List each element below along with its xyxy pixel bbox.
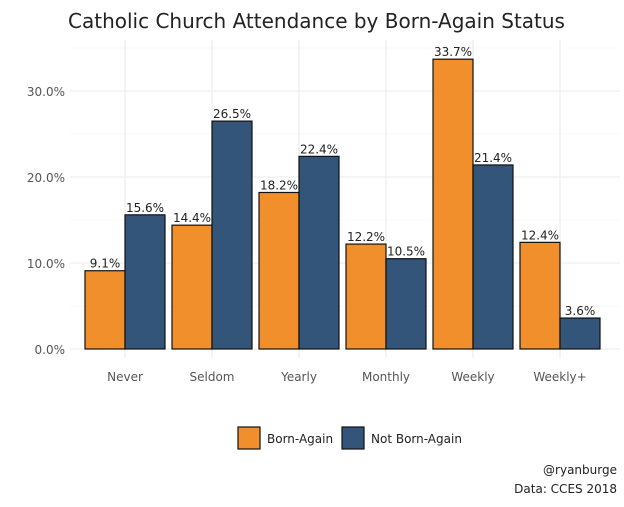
bar-born-again <box>345 243 387 350</box>
x-tick-label: Monthly <box>362 370 410 384</box>
data-label: 12.2% <box>347 230 385 244</box>
x-tick-label: Weekly+ <box>533 370 586 384</box>
legend-label: Born-Again <box>267 432 333 446</box>
bar-not-born-again <box>124 214 166 350</box>
x-tick-label: Weekly <box>451 370 494 384</box>
data-label: 26.5% <box>213 107 251 121</box>
y-tick-label: 20.0% <box>27 171 65 185</box>
data-label: 3.6% <box>565 304 596 318</box>
bars <box>84 58 601 350</box>
bar-not-born-again <box>385 258 427 350</box>
legend-label: Not Born-Again <box>371 432 462 446</box>
data-label: 9.1% <box>90 257 121 271</box>
caption-source: Data: CCES 2018 <box>514 482 617 496</box>
bar-not-born-again <box>211 120 253 350</box>
x-tick-label: Seldom <box>190 370 235 384</box>
legend: Born-Again Not Born-Again <box>237 426 462 450</box>
data-label: 14.4% <box>173 211 211 225</box>
data-label: 15.6% <box>126 201 164 215</box>
y-tick-label: 10.0% <box>27 257 65 271</box>
data-label: 21.4% <box>474 151 512 165</box>
legend-swatch <box>341 426 365 450</box>
data-labels: 9.1% 15.6% 14.4% 26.5% 18.2% 22.4% 12.2%10.5% 3… <box>90 45 596 318</box>
x-axis-ticks: Never Seldom Yearly Monthly Weekly Weekly+ <box>107 370 587 384</box>
data-label: 22.4% <box>300 142 338 156</box>
caption-author: @ryanburge <box>543 463 617 477</box>
bar-born-again <box>519 241 561 350</box>
x-tick-label: Never <box>107 370 143 384</box>
bar-born-again <box>84 270 126 350</box>
bar-born-again <box>432 58 474 350</box>
data-label: 33.7% <box>434 45 472 59</box>
chart-title: Catholic Church Attendance by Born-Again… <box>68 9 565 33</box>
bar-not-born-again <box>559 317 601 350</box>
data-label: 18.2% <box>260 178 298 192</box>
legend-swatch <box>237 426 261 450</box>
bar-not-born-again <box>298 155 340 350</box>
x-tick-label: Yearly <box>280 370 317 384</box>
data-label: 12.4% <box>521 228 559 242</box>
y-tick-label: 0.0% <box>35 343 66 357</box>
y-axis-ticks: 0.0% 10.0% 20.0% 30.0% <box>27 85 65 357</box>
bar-born-again <box>258 191 300 350</box>
data-label: 10.5% <box>387 245 425 259</box>
bar-born-again <box>171 224 213 350</box>
bar-not-born-again <box>472 164 514 350</box>
y-tick-label: 30.0% <box>27 85 65 99</box>
